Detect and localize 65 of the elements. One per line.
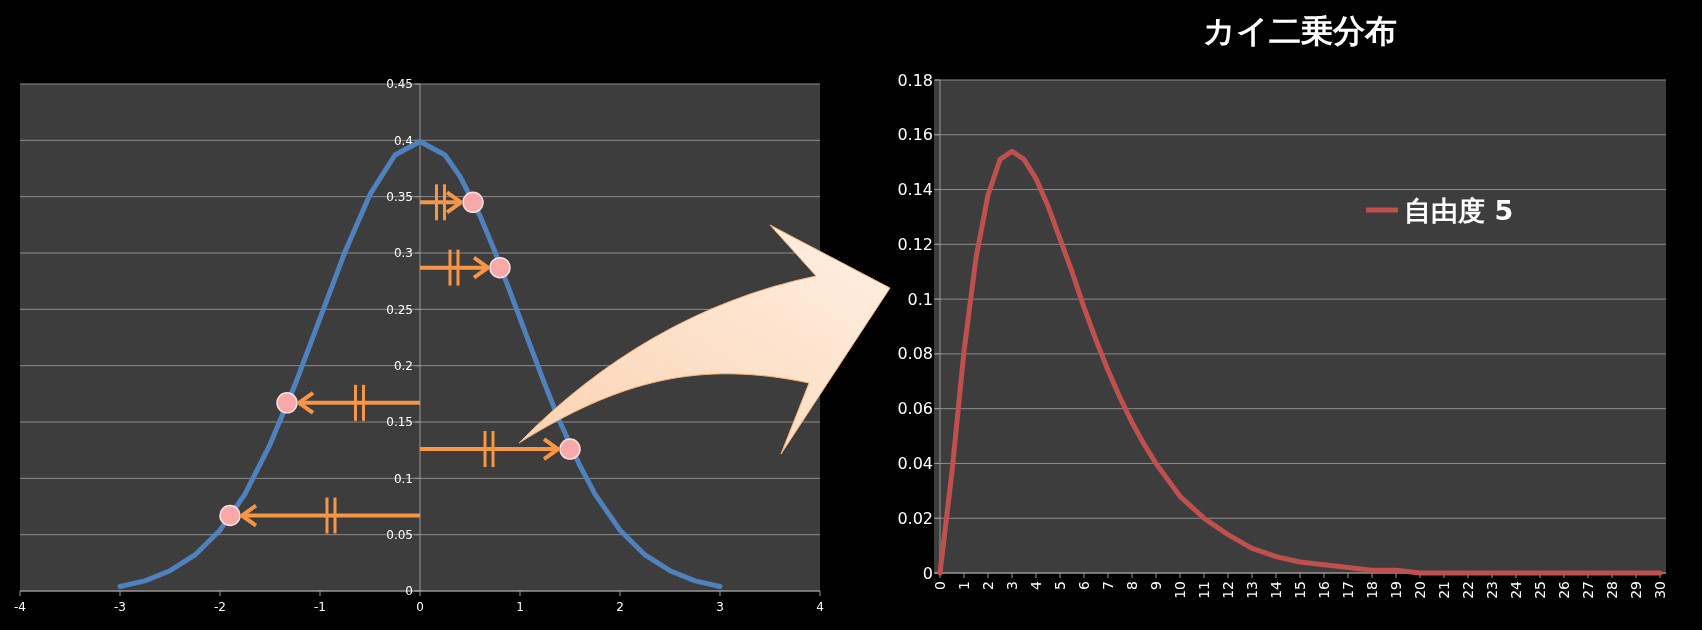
x-tick-label: 29 <box>1627 581 1644 599</box>
x-tick-label: 22 <box>1459 581 1476 599</box>
y-tick-label: 0.06 <box>897 399 933 419</box>
x-tick-label: 14 <box>1267 580 1284 599</box>
x-tick-label: 12 <box>1219 581 1236 599</box>
x-tick-label: 9 <box>1147 581 1164 590</box>
y-tick-label: 0.02 <box>897 508 933 528</box>
y-tick-label: 0.4 <box>393 133 413 148</box>
x-tick-label: -3 <box>114 600 126 614</box>
x-tick-label: 4 <box>816 600 824 614</box>
x-tick-label: 13 <box>1243 581 1260 599</box>
point <box>489 256 511 279</box>
x-tick-label: 5 <box>1051 581 1068 590</box>
x-tick-label: 0 <box>416 600 424 614</box>
x-tick-label: 1 <box>955 581 972 590</box>
x-tick-label: 2 <box>616 600 624 614</box>
point <box>276 392 298 414</box>
y-tick-label: 0.12 <box>897 234 933 254</box>
x-tick-label: 6 <box>1075 580 1092 590</box>
x-tick-label: -4 <box>14 600 26 614</box>
x-tick-label: 0 <box>931 581 948 590</box>
x-tick-label: 18 <box>1363 581 1380 599</box>
point <box>559 438 581 460</box>
x-tick-label: 30 <box>1651 581 1668 599</box>
x-tick-label: 4 <box>1027 580 1044 590</box>
x-tick-label: 17 <box>1339 581 1356 599</box>
y-tick-label: 0.04 <box>897 454 933 474</box>
x-tick-label: -2 <box>214 600 226 614</box>
x-tick-label: 20 <box>1411 581 1428 599</box>
x-tick-label: 19 <box>1387 581 1404 599</box>
point <box>462 191 484 214</box>
x-tick-label: 21 <box>1435 581 1452 599</box>
y-tick-label: 0.2 <box>393 358 413 373</box>
x-tick-label: 24 <box>1507 580 1524 599</box>
x-tick-label: 27 <box>1579 581 1596 599</box>
x-tick-label: 3 <box>716 600 724 614</box>
y-tick-label: 0.15 <box>386 415 413 430</box>
y-tick-label: 0.25 <box>386 302 413 317</box>
y-tick-label: 0.1 <box>907 289 933 309</box>
x-tick-label: 1 <box>516 600 524 614</box>
x-tick-label: 2 <box>979 581 996 590</box>
x-tick-label: 28 <box>1603 581 1620 599</box>
y-tick-label: 0.1 <box>393 471 413 486</box>
x-tick-label: 10 <box>1171 581 1188 599</box>
y-tick-label: 0.08 <box>897 344 933 364</box>
legend-label: 自由度 5 <box>1404 195 1514 226</box>
x-tick-label: 11 <box>1195 581 1212 599</box>
chart-title: カイ二乗分布 <box>1203 12 1397 50</box>
y-tick-label: 0.16 <box>897 125 933 145</box>
x-tick-label: 25 <box>1531 581 1548 599</box>
point <box>219 504 241 527</box>
x-tick-label: 8 <box>1123 581 1140 590</box>
x-tick-label: 7 <box>1099 581 1116 590</box>
x-tick-label: 23 <box>1483 581 1500 599</box>
y-tick-label: 0.35 <box>386 189 413 204</box>
x-tick-label: -1 <box>314 600 326 614</box>
y-tick-label: 0.18 <box>897 70 933 90</box>
y-tick-label: 0.45 <box>386 77 413 92</box>
y-tick-label: 0.3 <box>393 246 413 261</box>
y-tick-label: 0.05 <box>386 527 413 542</box>
x-tick-label: 16 <box>1315 580 1332 599</box>
y-tick-label: 0.14 <box>897 180 933 200</box>
x-tick-label: 26 <box>1555 580 1572 599</box>
x-tick-label: 3 <box>1003 581 1020 590</box>
x-tick-label: 15 <box>1291 581 1308 599</box>
